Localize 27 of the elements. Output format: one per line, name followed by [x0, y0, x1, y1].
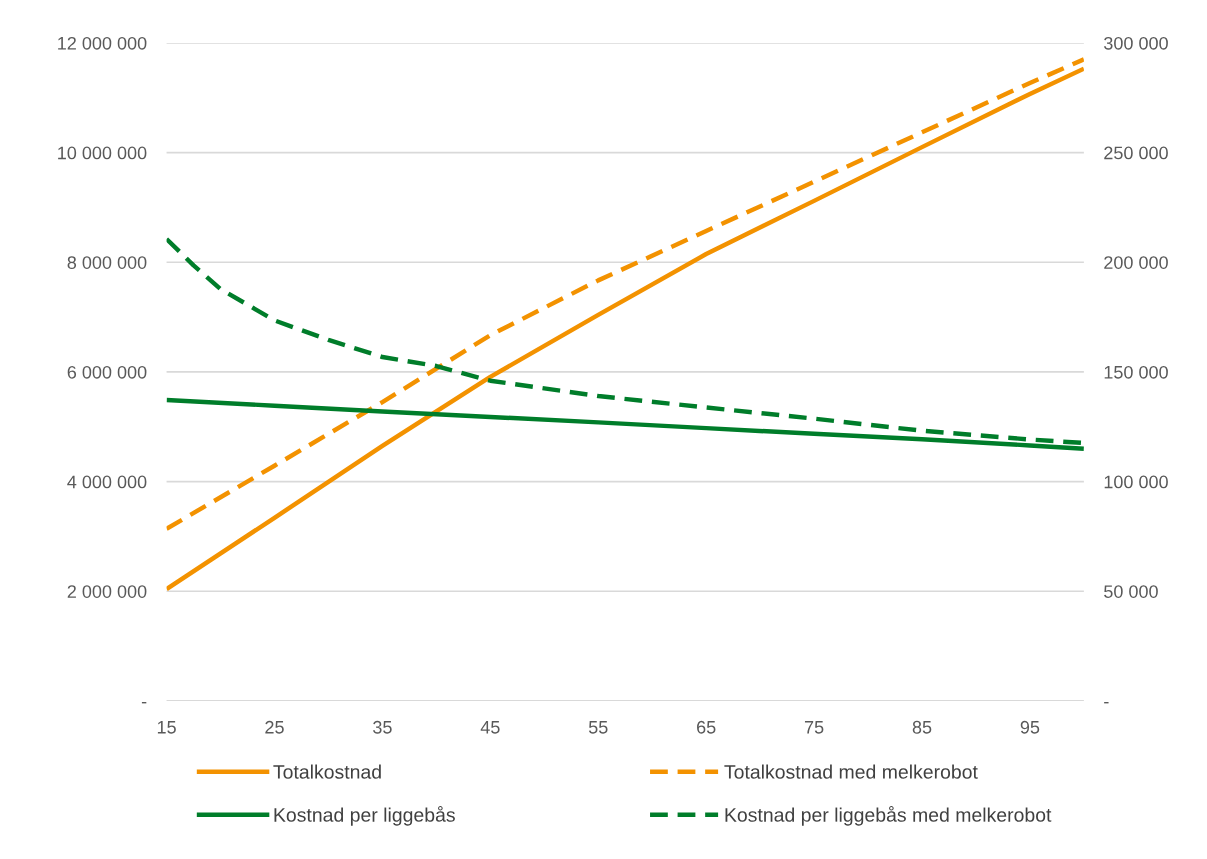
y-tick-label: 8 000 000: [67, 256, 147, 269]
x-tick-label: 45: [480, 721, 500, 734]
y2-tick-label: 300 000: [1104, 36, 1168, 50]
y-tick-label: -: [141, 701, 147, 704]
x-tick-label: 95: [1020, 720, 1040, 734]
x-tick-label: 75: [804, 721, 824, 734]
y-tick-label: 12 000 000: [58, 36, 147, 50]
x-tick-label: 25: [265, 720, 284, 734]
y2-tick-label: 200 000: [1104, 256, 1168, 269]
y-tick-label: 6 000 000: [67, 365, 147, 379]
x-tick-label: 55: [588, 721, 608, 734]
x-tick-label: 15: [157, 721, 176, 734]
legend-label: Totalkostnad med melkerobot: [724, 764, 978, 779]
y-tick-label: 10 000 000: [58, 146, 147, 160]
legend-label: Kostnad per liggebås med melkerobot: [725, 805, 1052, 826]
x-tick-label: 65: [697, 720, 716, 734]
x-tick-label: 35: [373, 720, 392, 734]
x-tick-label: 85: [912, 720, 932, 734]
y2-tick-label: 250 000: [1104, 146, 1168, 160]
legend-label: Kostnad per liggebås: [274, 805, 455, 826]
y-tick-label: 2 000 000: [67, 585, 147, 598]
y2-tick-label: 150 000: [1104, 365, 1168, 379]
legend-label: Totalkostnad: [273, 764, 381, 779]
y2-tick-label: -: [1104, 701, 1109, 704]
y2-tick-label: 100 000: [1104, 475, 1168, 489]
y-tick-label: 4 000 000: [67, 475, 147, 489]
y2-tick-label: 50 000: [1104, 585, 1158, 598]
